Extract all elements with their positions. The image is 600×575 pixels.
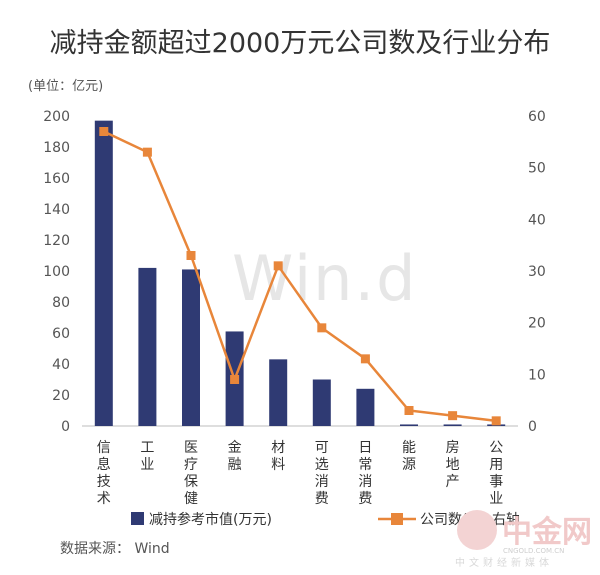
bar — [138, 267, 157, 426]
line-point — [360, 354, 370, 364]
bar — [312, 379, 331, 426]
right-tick-label: 50 — [528, 161, 546, 177]
bar — [94, 120, 113, 427]
category-label: 日常消费 — [358, 440, 372, 507]
cngold-logo-text: 中金网 — [502, 515, 592, 550]
right-tick-label: 30 — [528, 264, 546, 280]
right-tick-label: 60 — [528, 109, 546, 125]
line-point — [448, 411, 458, 421]
cngold-logo-tagline: 中文财经新媒体 — [455, 556, 553, 569]
bar-series — [94, 120, 506, 427]
right-tick-label: 40 — [528, 212, 546, 228]
line-point — [142, 147, 152, 157]
left-tick-label: 100 — [43, 264, 70, 280]
bar — [400, 424, 418, 426]
left-axis: 0 20 40 60 80 100 120 140 160 180 200 — [43, 109, 70, 435]
line-path — [103, 130, 497, 423]
line-series — [99, 127, 501, 426]
left-tick-label: 140 — [43, 202, 70, 218]
unit-label: (单位：亿元) — [28, 79, 103, 94]
wind-watermark: Win.d — [232, 242, 418, 315]
category-label: 能源 — [402, 440, 416, 473]
line-point — [404, 406, 414, 415]
left-tick-label: 20 — [52, 388, 70, 404]
left-tick-label: 0 — [61, 419, 70, 435]
left-tick-label: 180 — [43, 140, 70, 156]
line-point — [186, 251, 196, 260]
line-point — [99, 127, 109, 136]
category-label: 工业 — [140, 440, 154, 473]
cngold-logo: 中金网 CNGOLD.COM.CN 中文财经新媒体 — [455, 510, 592, 569]
bar — [443, 424, 462, 426]
legend-bar-swatch — [131, 512, 144, 525]
bar — [269, 359, 288, 426]
right-tick-label: 0 — [528, 419, 537, 435]
right-tick-label: 20 — [528, 316, 546, 332]
left-tick-label: 200 — [43, 109, 70, 125]
line-point — [491, 416, 501, 426]
left-tick-label: 80 — [52, 295, 70, 311]
chart-title: 减持金额超过2000万元公司数及行业分布 — [50, 28, 551, 59]
category-label: 公用事业 — [489, 440, 503, 507]
category-label: 可选消费 — [315, 440, 329, 507]
category-label: 房地产 — [446, 440, 460, 490]
legend-bar-label: 减持参考市值(万元) — [149, 511, 272, 528]
line-point — [317, 323, 327, 333]
category-label: 医疗保健 — [184, 440, 198, 507]
cngold-logo-mark — [457, 510, 497, 550]
left-tick-label: 60 — [52, 326, 70, 342]
category-label: 信息技术 — [97, 440, 111, 507]
left-tick-label: 160 — [43, 171, 70, 187]
right-tick-label: 10 — [528, 367, 546, 383]
category-label: 金融 — [228, 440, 242, 473]
left-tick-label: 40 — [52, 357, 70, 373]
source-note: 数据来源： Wind — [60, 541, 170, 557]
bar — [356, 388, 375, 426]
legend-line-marker — [391, 513, 403, 525]
bar — [182, 269, 200, 426]
cngold-logo-url: CNGOLD.COM.CN — [503, 547, 564, 555]
category-label: 材料 — [271, 440, 285, 473]
line-point — [230, 375, 240, 384]
right-axis: 0 10 20 30 40 50 60 — [528, 109, 546, 435]
left-tick-label: 120 — [43, 233, 70, 249]
line-point — [273, 261, 283, 271]
